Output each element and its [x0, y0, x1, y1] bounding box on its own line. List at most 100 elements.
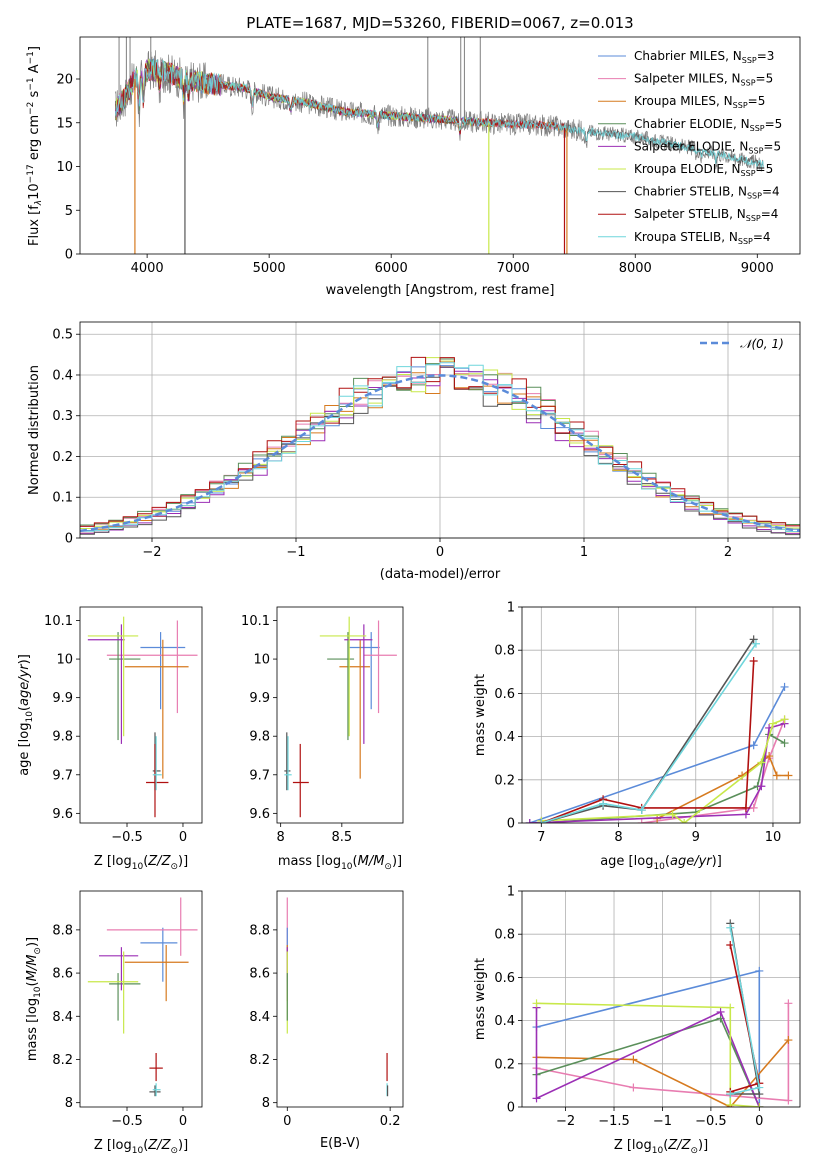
x-axis-label-z: Z/Z	[667, 1138, 691, 1153]
weight-series-salpeter-miles	[637, 715, 789, 823]
x-axis-label-arg: (	[665, 854, 670, 869]
weight-marker	[599, 799, 608, 808]
weight-marker	[726, 1003, 735, 1012]
weight-series-kroupa-stelib	[726, 923, 764, 1099]
y-axis-label-main: age [log	[17, 723, 32, 776]
x-axis-label-sub: 10	[652, 1146, 664, 1156]
axes-frame	[276, 606, 404, 824]
y-tick-label: 15	[56, 116, 73, 131]
weight-marker	[668, 810, 677, 819]
y-axis-label-age: age/yr	[17, 663, 32, 706]
y-tick-label: 20	[56, 73, 73, 88]
y-tick-label: 0.2	[52, 450, 73, 465]
x-axis-label-main: age [log	[600, 854, 653, 869]
y-tick-label: 0.6	[494, 687, 515, 702]
x-axis-label-arg: (	[143, 1138, 148, 1153]
y-tick-label: 0.2	[494, 1057, 515, 1072]
residual-legend: 𝒩(0, 1)	[700, 337, 784, 351]
x-tick-label: 0	[436, 545, 444, 560]
axes-frame	[521, 606, 801, 824]
weight-line-kroupa-miles	[536, 1039, 790, 1107]
x-tick-label: 8	[277, 830, 285, 845]
weight-line-chabrier-stelib	[541, 638, 755, 823]
weight-marker	[749, 741, 758, 750]
legend-label-chabrier-elodie: Chabrier ELODIE, NSSP=5	[634, 117, 782, 133]
y-label-sup4: −1	[26, 51, 36, 64]
x-tick-label: 9	[692, 830, 700, 845]
x-axis-label: (data-model)/error	[380, 567, 501, 582]
y-axis-label: mass [log10(M/M⊙)]	[25, 937, 43, 1061]
errorbar-salpeter-elodie	[99, 947, 139, 991]
x-axis-label-end: )]	[178, 1138, 188, 1153]
x-axis-label-main: Z [log	[94, 1138, 132, 1153]
y-tick-label: 9.9	[249, 691, 270, 706]
legend-name: Kroupa STELIB, N	[634, 230, 738, 244]
x-axis-label-end: )]	[392, 854, 402, 869]
x-tick-label: −1.5	[598, 1114, 630, 1129]
x-axis-label: Z [log10(Z/Z⊙)]	[94, 854, 188, 872]
weight-marker	[768, 719, 777, 728]
model-spectrum-salpeter-stelib	[115, 61, 565, 135]
errorbar-salpeter-stelib	[149, 1053, 163, 1082]
weight-line-chabrier-elodie	[536, 1017, 761, 1107]
y-axis-label-arg: (	[17, 706, 32, 711]
x-axis-label-sub: 10	[132, 1146, 144, 1156]
y-tick-label: 10	[253, 653, 270, 668]
legend-label-chabrier-miles: Chabrier MILES, NSSP=3	[634, 49, 774, 65]
errorbar-chabrier-elodie	[109, 632, 141, 741]
weight-line-kroupa-elodie	[536, 1002, 760, 1107]
x-axis-label-arg: (	[663, 1138, 668, 1153]
y-tick-label: 0.2	[494, 773, 515, 788]
weight-marker	[784, 1096, 793, 1105]
legend-value: =5	[765, 117, 783, 131]
legend-sub: SSP	[746, 214, 761, 223]
legend-value: =4	[753, 230, 771, 244]
y-label-sup3: −1	[26, 77, 36, 90]
weight-marker	[749, 657, 758, 665]
axes-frame	[521, 890, 801, 1108]
x-axis-label-sub: 10	[341, 862, 353, 872]
axes-spectrum: 4000 5000 6000 7000 8000 9000 0 5 10 15 20 waveleng…	[26, 36, 801, 298]
weight-marker	[525, 819, 534, 823]
weight-line-salpeter-elodie	[535, 1007, 761, 1107]
y-tick-label: 0.4	[494, 1014, 515, 1029]
axes-mass-vs-ebv: 0 0.2 8 8.2 8.4 8.6 8.8 E(B-V)	[249, 890, 404, 1151]
errorbar-chabrier-stelib	[284, 732, 291, 791]
weight-series-kroupa-elodie	[532, 999, 764, 1107]
legend-value: =5	[756, 72, 774, 86]
frame: −2 −1 0 1 2 0 0.1 0.2 0.3 0.4 0.5 (data-model)/erro…	[27, 321, 801, 582]
errorbar-chabrier-stelib	[149, 1085, 161, 1097]
legend-value: =3	[757, 49, 775, 63]
y-tick-label: 1	[507, 601, 515, 616]
plot-area	[115, 37, 764, 254]
weight-marker	[749, 803, 758, 812]
plot-area	[87, 897, 198, 1097]
errorbar-kroupa-elodie	[87, 951, 139, 1034]
y-label-units3: A	[27, 64, 42, 77]
legend-name: Kroupa ELODIE, N	[634, 162, 741, 176]
y-tick-label: 8.4	[249, 1010, 270, 1025]
x-axis-label-sub: 10	[653, 862, 665, 872]
weight-marker	[780, 715, 789, 724]
legend-sub: SSP	[748, 146, 763, 155]
y-label-sup: −17	[26, 164, 36, 183]
x-tick-label: −1	[286, 545, 305, 560]
errorbar-salpeter-elodie	[87, 624, 125, 744]
y-label-main: Flux [f	[27, 205, 42, 246]
legend-name: Salpeter ELODIE, N	[634, 139, 748, 153]
weight-marker	[784, 999, 793, 1008]
y-tick-label: 10.1	[241, 614, 270, 629]
x-axis-label: mass [log10(M/M⊙)]	[278, 854, 402, 872]
weight-marker	[784, 1036, 793, 1045]
errorbar-salpeter-stelib	[292, 743, 309, 818]
weight-marker	[532, 999, 541, 1008]
x-tick-label: −0.5	[111, 830, 143, 845]
y-axis-label: mass weight	[473, 674, 488, 756]
x-axis-label-main: mass [log	[278, 854, 341, 869]
y-tick-label: 0.8	[494, 928, 515, 943]
